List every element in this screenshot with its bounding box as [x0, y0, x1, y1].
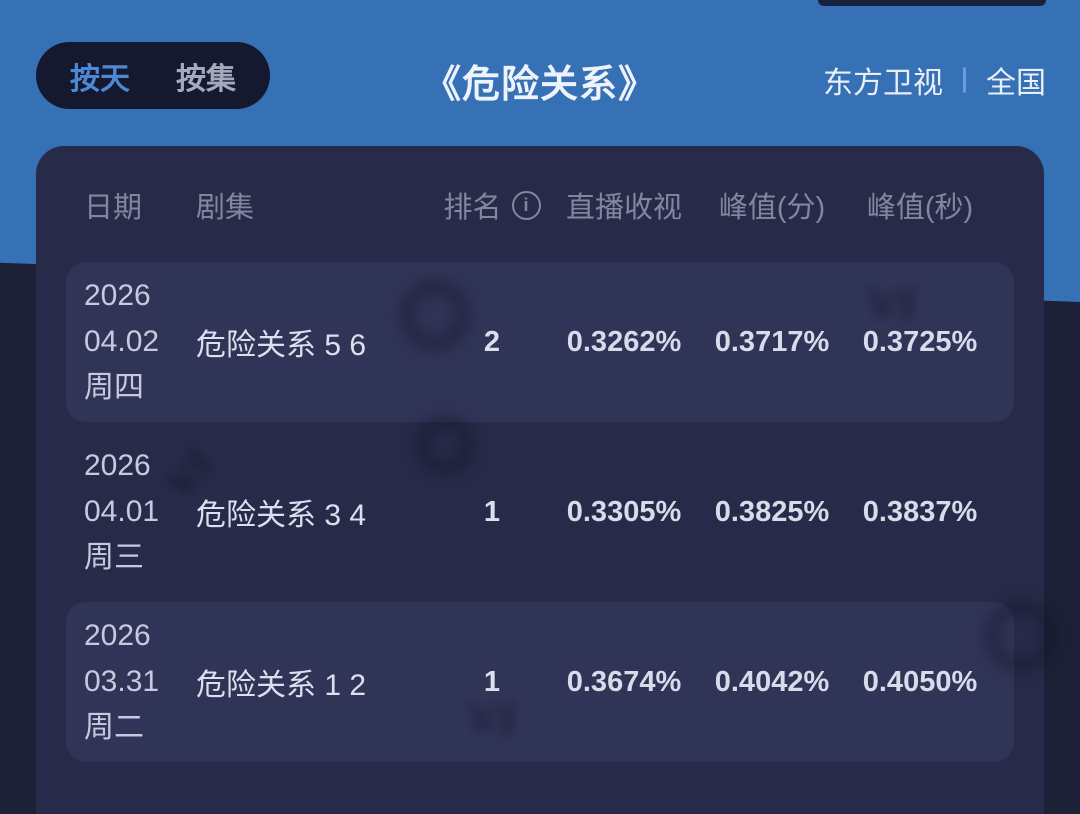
- date-cell: 2026 03.31 周二: [84, 613, 196, 751]
- live-rating-cell: 0.3674%: [566, 665, 682, 698]
- date-weekday: 周三: [84, 541, 144, 574]
- date-year: 2026: [84, 279, 151, 312]
- table-header-row: 日期 剧集 排名 i 直播收视 峰值(分) 峰值(秒): [36, 146, 1044, 226]
- col-header-rank-label: 排名: [443, 192, 502, 224]
- date-cell: 2026 04.01 周三: [84, 443, 196, 581]
- date-day: 04.02: [84, 325, 160, 358]
- rank-cell: 1: [483, 495, 501, 528]
- date-cell: 2026 04.02 周四: [84, 273, 196, 411]
- episode-cell: 危险关系 1 2: [196, 669, 367, 702]
- peak-minute-cell: 0.3825%: [714, 495, 830, 528]
- table-row: 2026 03.31 周二 危险关系 1 2 1 0.3674% 0.4042%…: [66, 602, 1014, 762]
- channel-name[interactable]: 东方卫视: [823, 67, 943, 100]
- top-edge-strip: [818, 0, 1046, 6]
- tab-by-day[interactable]: 按天: [70, 62, 130, 96]
- info-icon[interactable]: i: [511, 190, 541, 220]
- peak-minute-cell: 0.4042%: [714, 665, 830, 698]
- table-body: 2026 04.02 周四 危险关系 5 6 2 0.3262% 0.3717%…: [36, 262, 1044, 762]
- date-day: 03.31: [84, 665, 160, 698]
- col-header-rank: 排名 i: [438, 184, 546, 226]
- date-day: 04.01: [84, 495, 160, 528]
- channel-region-selector: 东方卫视 全国: [823, 58, 1046, 102]
- peak-second-cell: 0.3725%: [862, 325, 978, 358]
- tab-by-episode[interactable]: 按集: [176, 62, 236, 96]
- peak-second-cell: 0.4050%: [862, 665, 978, 698]
- page-title: 《危险关系》: [422, 64, 657, 106]
- ratings-card: 日期 剧集 排名 i 直播收视 峰值(分) 峰值(秒) 2026 04.02 周…: [36, 146, 1044, 814]
- view-mode-tabs: 按天 按集: [36, 42, 270, 109]
- date-year: 2026: [84, 619, 151, 652]
- episode-cell: 危险关系 5 6: [196, 329, 367, 362]
- live-rating-cell: 0.3262%: [566, 325, 682, 358]
- rank-cell: 2: [483, 325, 501, 358]
- region-name[interactable]: 全国: [986, 67, 1046, 100]
- peak-minute-cell: 0.3717%: [714, 325, 830, 358]
- date-year: 2026: [84, 449, 151, 482]
- live-rating-cell: 0.3305%: [566, 495, 682, 528]
- table-row: 2026 04.01 周三 危险关系 3 4 1 0.3305% 0.3825%…: [66, 432, 1014, 592]
- table-row: 2026 04.02 周四 危险关系 5 6 2 0.3262% 0.3717%…: [66, 262, 1014, 422]
- divider: [963, 67, 966, 93]
- peak-second-cell: 0.3837%: [862, 495, 978, 528]
- date-weekday: 周二: [84, 711, 144, 744]
- rank-cell: 1: [483, 665, 501, 698]
- col-header-live: 直播收视: [565, 192, 682, 224]
- col-header-date: 日期: [84, 192, 143, 224]
- episode-cell: 危险关系 3 4: [196, 499, 367, 532]
- date-weekday: 周四: [84, 371, 144, 404]
- col-header-peak-sec: 峰值(秒): [866, 192, 974, 224]
- col-header-episode: 剧集: [196, 192, 255, 224]
- col-header-peak-min: 峰值(分): [718, 192, 826, 224]
